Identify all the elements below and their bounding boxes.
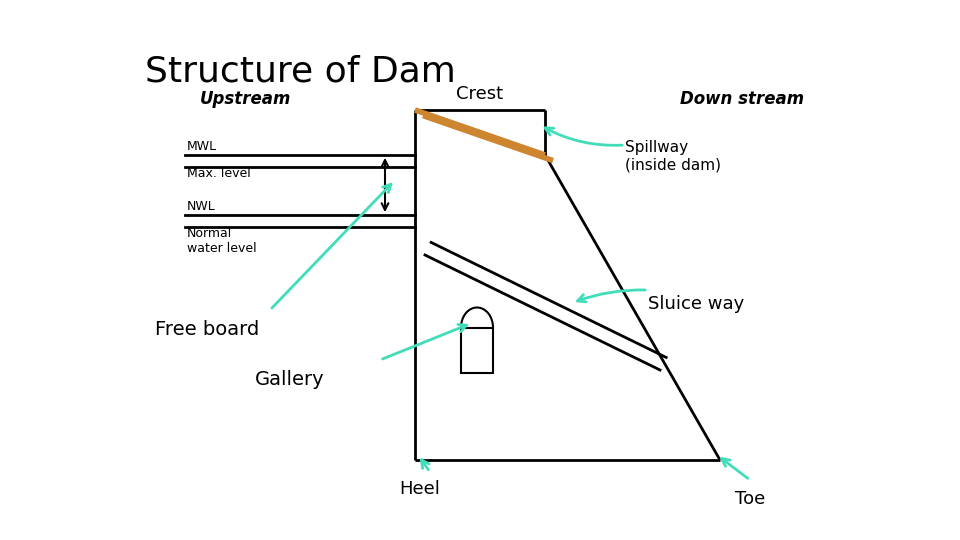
Text: Heel: Heel xyxy=(399,480,441,498)
Text: Spillway
(inside dam): Spillway (inside dam) xyxy=(625,140,721,172)
Text: MWL: MWL xyxy=(187,140,217,153)
Text: Crest: Crest xyxy=(456,85,504,103)
Text: Max. level: Max. level xyxy=(187,167,251,180)
Text: Gallery: Gallery xyxy=(255,370,324,389)
Text: Down stream: Down stream xyxy=(680,90,804,108)
Text: Sluice way: Sluice way xyxy=(648,295,744,313)
Text: Toe: Toe xyxy=(735,490,765,508)
Bar xyxy=(461,327,493,373)
Text: NWL: NWL xyxy=(187,200,216,213)
Text: Free board: Free board xyxy=(155,320,259,339)
Text: Normal
water level: Normal water level xyxy=(187,227,256,255)
Text: Structure of Dam: Structure of Dam xyxy=(145,55,456,89)
Text: Upstream: Upstream xyxy=(200,90,292,108)
